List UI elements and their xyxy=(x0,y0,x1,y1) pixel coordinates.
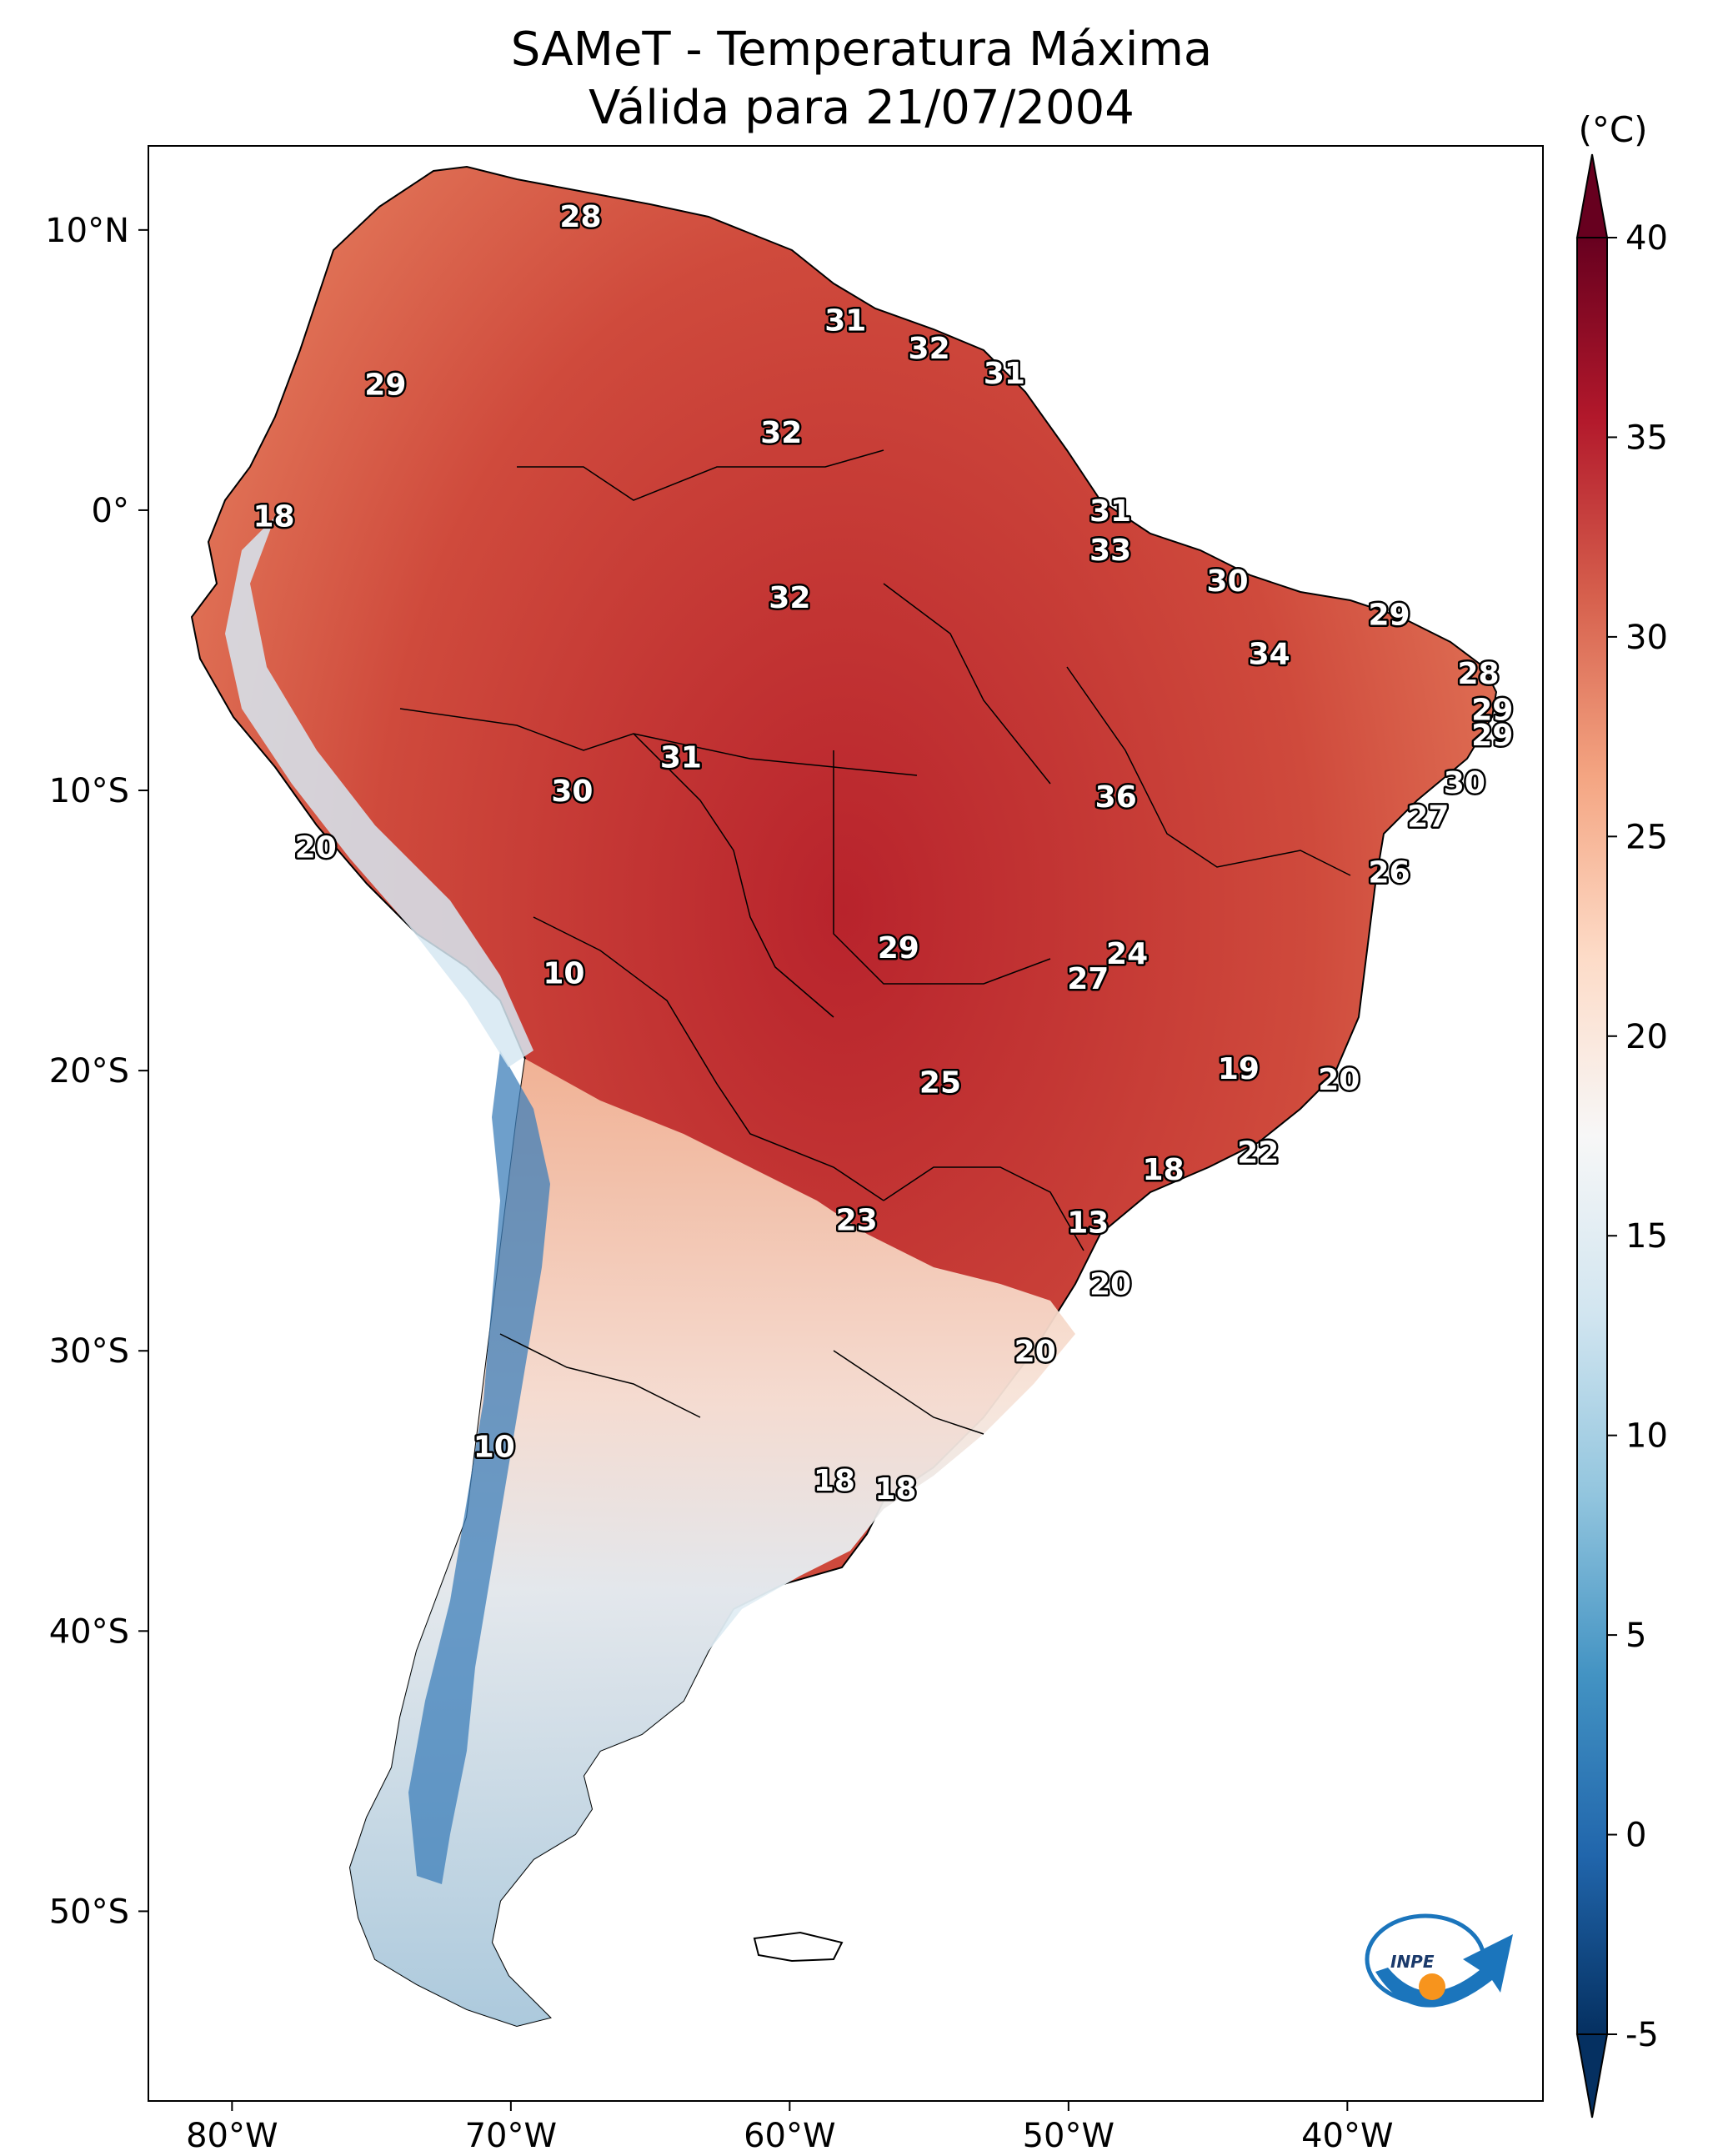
temperature-label: 29 xyxy=(364,369,406,403)
temperature-label: 26 xyxy=(1368,855,1410,890)
temperature-label: 25 xyxy=(919,1066,961,1101)
lat-tick-label: 40°S xyxy=(49,1612,129,1651)
colorbar-tick-label: -5 xyxy=(1625,2016,1659,2054)
temperature-label: 28 xyxy=(1458,657,1500,691)
map-frame xyxy=(148,145,1544,2102)
colorbar-ticks: 40 35 30 25 20 15 10 5 0 -5 xyxy=(1607,219,1668,2054)
country-borders xyxy=(399,449,1351,1435)
temperature-label: 32 xyxy=(760,416,802,450)
temperature-label: 29 xyxy=(878,931,919,965)
temperature-label: 32 xyxy=(769,581,810,615)
andes-cold-band xyxy=(408,1050,550,1884)
temperature-label: 27 xyxy=(1067,962,1109,996)
lat-tick-label: 10°N xyxy=(45,212,129,250)
temperature-label: 28 xyxy=(559,200,601,234)
temperature-label: 31 xyxy=(660,741,702,775)
lon-tick-label: 40°W xyxy=(1301,2117,1393,2155)
colorbar-tick-label: 5 xyxy=(1625,1617,1646,1655)
temperature-label: 32 xyxy=(909,332,950,366)
temperature-label: 31 xyxy=(824,303,866,338)
falkland-islands xyxy=(753,1931,844,1963)
map-title-line2: Válida para 21/07/2004 xyxy=(589,81,1134,135)
colorbar-tick-label: 0 xyxy=(1625,1817,1646,1855)
inpe-logo: INPE xyxy=(1365,1913,1513,2008)
temperature-label: 29 xyxy=(1471,719,1513,753)
temperature-label: 18 xyxy=(253,500,294,534)
temperature-label: 18 xyxy=(874,1472,916,1507)
colorbar-tick-label: 25 xyxy=(1625,818,1668,856)
map-title-line1: SAMeT - Temperatura Máxima xyxy=(510,23,1213,77)
latitude-axis: 10°N 0° 10°S 20°S 30°S 40°S 50°S xyxy=(45,212,148,1931)
temperature-label: 31 xyxy=(984,357,1025,391)
colorbar-frame xyxy=(1576,237,1608,2035)
longitude-axis: 80°W 70°W 60°W 50°W 40°W xyxy=(186,2101,1394,2155)
lat-tick-label: 30°S xyxy=(49,1332,129,1371)
colorbar-body xyxy=(1577,238,1607,2034)
temperature-label: 27 xyxy=(1407,800,1449,834)
temperature-label: 23 xyxy=(836,1203,878,1237)
temperature-label: 29 xyxy=(1368,598,1410,632)
continent-layer xyxy=(190,165,1498,2028)
lon-tick-label: 50°W xyxy=(1023,2117,1114,2155)
temperature-label: 31 xyxy=(1089,494,1131,529)
colorbar-tick-label: 20 xyxy=(1625,1018,1668,1056)
temperature-label: 10 xyxy=(473,1431,515,1465)
temperature-label: 36 xyxy=(1095,780,1137,815)
lon-tick-label: 80°W xyxy=(186,2117,278,2155)
colorbar-max-extension xyxy=(1575,153,1609,238)
temperature-label: 20 xyxy=(1014,1335,1056,1369)
temperature-label: 18 xyxy=(814,1464,855,1498)
colorbar-min-extension xyxy=(1575,2033,1609,2118)
colorbar-tick-label: 15 xyxy=(1625,1217,1668,1256)
temperature-label: 30 xyxy=(551,775,593,809)
temperature-label: 33 xyxy=(1089,534,1131,568)
andes-north-cool-band xyxy=(225,517,533,1067)
temperature-label: 22 xyxy=(1237,1136,1279,1171)
temperature-label: 19 xyxy=(1218,1052,1260,1086)
colorbar: (°C) 40 35 30 25 20 15 10 5 0 -5 xyxy=(1575,109,1668,2118)
temperature-label: 13 xyxy=(1067,1206,1109,1241)
temperature-label: 30 xyxy=(1206,564,1248,599)
temperature-label: 20 xyxy=(1318,1063,1360,1097)
colorbar-tick-label: 40 xyxy=(1625,219,1668,258)
lat-tick-label: 50°S xyxy=(49,1893,129,1931)
temperature-label: 30 xyxy=(1444,766,1485,800)
temperature-label: 24 xyxy=(1106,937,1148,971)
svg-text:INPE: INPE xyxy=(1390,1952,1435,1972)
colorbar-tick-label: 35 xyxy=(1625,419,1668,457)
lat-tick-label: 10°S xyxy=(49,772,129,810)
temperature-label: 20 xyxy=(1089,1268,1131,1302)
lon-tick-label: 70°W xyxy=(465,2117,557,2155)
temperature-label: 18 xyxy=(1143,1153,1185,1187)
temperature-label: 10 xyxy=(543,956,584,990)
temperature-label: 20 xyxy=(295,830,337,865)
colorbar-unit: (°C) xyxy=(1578,109,1647,150)
lat-tick-label: 0° xyxy=(92,492,129,530)
colorbar-tick-label: 10 xyxy=(1625,1417,1668,1456)
colorbar-tick-label: 30 xyxy=(1625,619,1668,657)
lon-tick-label: 60°W xyxy=(744,2117,835,2155)
temperature-label: 34 xyxy=(1249,637,1290,671)
temperature-label: 29 xyxy=(1471,694,1513,728)
lat-tick-label: 20°S xyxy=(49,1052,129,1091)
